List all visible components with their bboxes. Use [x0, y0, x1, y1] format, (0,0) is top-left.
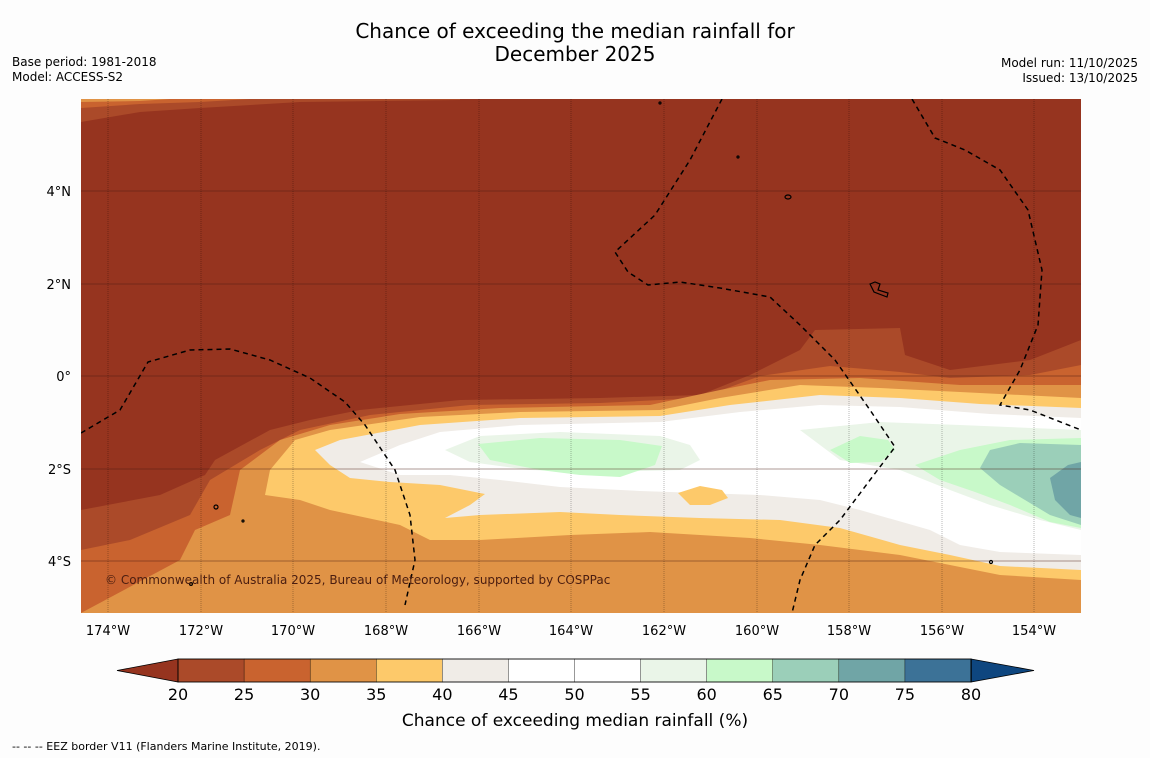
issued-date: Issued: 13/10/2025	[1022, 71, 1138, 85]
longitude-labels: 174°W 172°W 170°W 168°W 166°W 164°W 162°…	[86, 624, 1056, 639]
islands	[189, 101, 994, 586]
base-period: Base period: 1981-2018	[12, 55, 157, 69]
colorbar-segment	[904, 658, 972, 683]
colorbar-segment	[309, 658, 377, 683]
colorbar-tick-label: 25	[234, 685, 254, 704]
colorbar-segment	[838, 658, 906, 683]
zone-north-20-25	[81, 99, 460, 122]
colorbar-extend-high	[971, 659, 1034, 682]
eez-footnote: -- -- -- EEZ border V11 (Flanders Marine…	[12, 740, 321, 753]
zone-60-65-west	[478, 438, 662, 477]
colorbar-tick-label: 50	[564, 685, 584, 704]
colorbar-tick-label: 30	[300, 685, 320, 704]
colorbar-tick-label: 65	[763, 685, 783, 704]
lat-label: 4°N	[47, 185, 72, 200]
colorbar-tick-label: 35	[366, 685, 386, 704]
colorbar-tick-label: 20	[168, 685, 188, 704]
lon-label: 172°W	[179, 624, 223, 639]
zone-65-70	[980, 443, 1081, 525]
lon-label: 164°W	[549, 624, 593, 639]
lon-label: 168°W	[364, 624, 408, 639]
colorbar-tick-label: 55	[630, 685, 650, 704]
lon-label: 174°W	[86, 624, 130, 639]
lon-label: 160°W	[735, 624, 779, 639]
colorbar-segment	[508, 658, 576, 683]
colorbar-frame-low	[116, 658, 179, 683]
lon-label: 156°W	[920, 624, 964, 639]
colorbar-segment	[376, 658, 444, 683]
model-run: Model run: 11/10/2025	[1000, 56, 1138, 70]
colorbar-tick-label: 40	[432, 685, 452, 704]
colorbar-tick-label: 80	[961, 685, 981, 704]
metadata-right: Model run: 11/10/2025 Issued: 13/10/2025	[1001, 56, 1138, 86]
zone-north-30-35	[81, 99, 170, 102]
lon-label: 166°W	[457, 624, 501, 639]
colorbar-extend-low	[117, 659, 178, 682]
colorbar-tick-label: 70	[829, 685, 849, 704]
colorbar-tick-label: 60	[696, 685, 716, 704]
colorbar-segment	[243, 658, 311, 683]
model-name: Model: ACCESS-S2	[12, 70, 124, 84]
latitude-labels: 4°N 2°N 0° 2°S 4°S	[47, 185, 72, 570]
lon-label: 170°W	[271, 624, 315, 639]
colorbar-segment	[177, 658, 245, 683]
colorbar-segment	[442, 658, 510, 683]
colorbar-tick-label: 75	[895, 685, 915, 704]
copyright-text: © Commonwealth of Australia 2025, Bureau…	[105, 573, 610, 587]
lon-label: 154°W	[1012, 624, 1056, 639]
metadata-left: Base period: 1981-2018 Model: ACCESS-S2	[12, 55, 157, 85]
zone-70-75	[1050, 462, 1081, 518]
lon-label: 158°W	[827, 624, 871, 639]
title-line-2: December 2025	[494, 42, 656, 66]
lat-label: 2°N	[47, 278, 72, 293]
eez-borders	[81, 99, 1081, 613]
title-line-1: Chance of exceeding the median rainfall …	[355, 19, 795, 43]
colorbar-tick-label: 45	[498, 685, 518, 704]
colorbar-segment	[574, 658, 642, 683]
colorbar-segment	[706, 658, 774, 683]
zone-35-40-islet	[678, 486, 728, 505]
map-title: Chance of exceeding the median rainfall …	[0, 20, 1150, 66]
colorbar: 20 25 30 35 40 45 50 55 60 65 70 75 80 Chance of exc…	[116, 658, 1035, 731]
lat-label: 0°	[56, 370, 71, 385]
lon-label: 162°W	[642, 624, 686, 639]
graticule	[81, 190, 1081, 562]
meridians	[107, 99, 1035, 613]
colorbar-frame-high	[970, 658, 1035, 683]
colorbar-segment	[772, 658, 840, 683]
lat-label: 2°S	[48, 463, 71, 478]
lat-label: 4°S	[48, 555, 71, 570]
colorbar-segment	[640, 658, 708, 683]
colorbar-title: Chance of exceeding median rainfall (%)	[402, 711, 748, 731]
rainfall-probability-map: © Commonwealth of Australia 2025, Bureau…	[81, 99, 1081, 613]
zone-60-65-mid	[830, 436, 895, 463]
